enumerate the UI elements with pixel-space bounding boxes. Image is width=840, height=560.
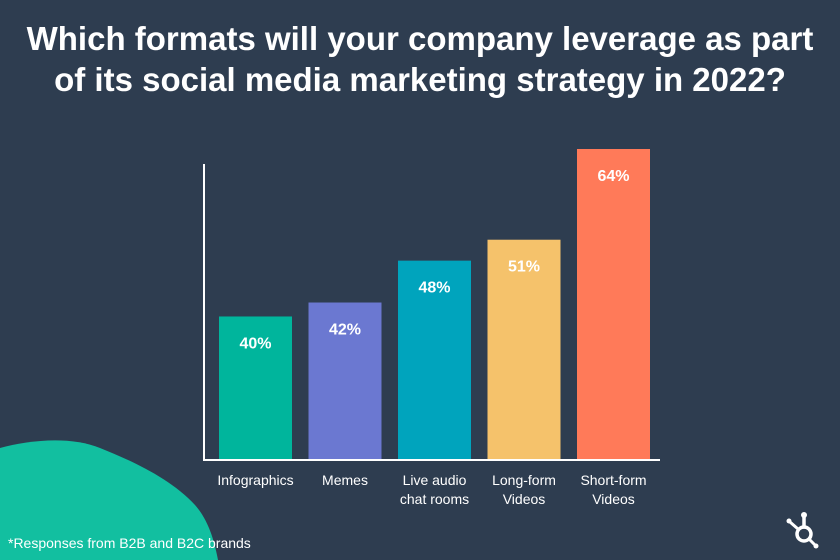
decorative-blob — [0, 440, 218, 560]
value-label-0: 40% — [239, 335, 271, 352]
category-label-0: Infographics — [217, 472, 293, 488]
hubspot-sprocket-icon[interactable] — [783, 507, 827, 551]
bar-2 — [398, 260, 471, 460]
chart-title: Which formats will your company leverage… — [26, 20, 814, 98]
category-label-4-line-1: Videos — [592, 491, 635, 507]
footnote: *Responses from B2B and B2C brands — [8, 535, 251, 551]
value-label-3: 51% — [508, 259, 540, 276]
value-label-4: 64% — [597, 168, 629, 185]
value-label-2: 48% — [418, 280, 450, 297]
bar-1 — [308, 302, 382, 460]
bar-4 — [577, 149, 650, 460]
category-label-2-line-0: Live audio — [403, 472, 467, 488]
category-label-4-line-0: Short-form — [580, 472, 646, 488]
category-label-2-line-1: chat rooms — [400, 491, 469, 507]
category-label-1: Memes — [322, 472, 368, 488]
bar-group: 40% Infographics 42% Memes 48% Live audio chat… — [217, 149, 650, 507]
value-label-1: 42% — [329, 322, 361, 339]
category-label-3-line-0: Long-form — [492, 472, 556, 488]
bar-0 — [219, 316, 292, 460]
category-label-3-line-1: Videos — [503, 491, 546, 507]
bar-3 — [487, 239, 561, 460]
